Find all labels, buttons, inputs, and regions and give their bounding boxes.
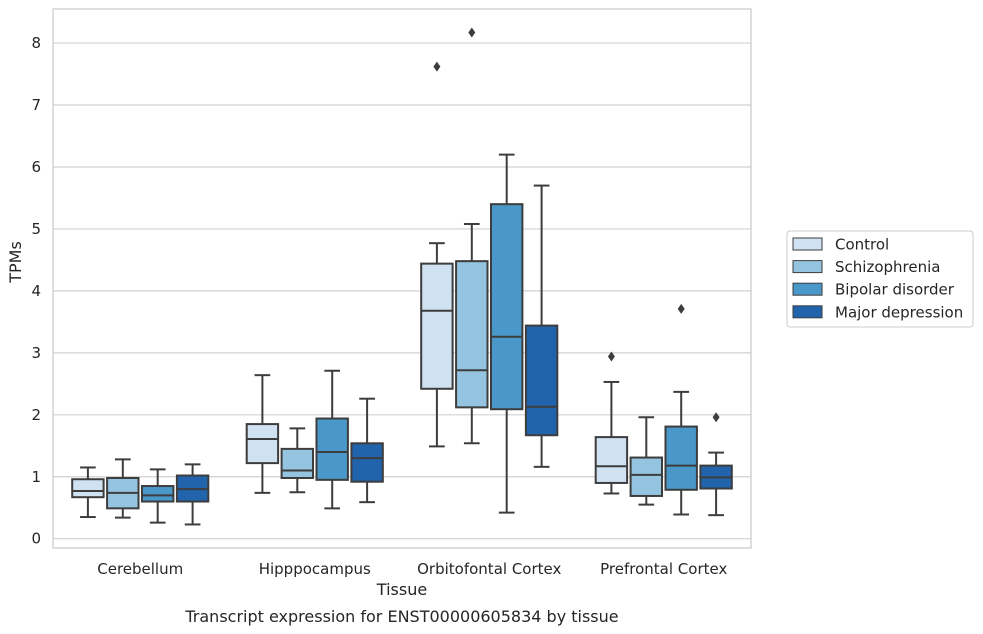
box [455,27,489,445]
box-body [280,447,315,479]
x-axis-ticks: Cerebellum Hipppocampus Orbitofontal Corte… [97,560,727,578]
box-body [524,324,559,437]
box-body [350,442,384,483]
box [106,458,140,519]
plot-area-frame [52,8,752,549]
box-body [420,262,454,390]
box-series-layer [71,27,733,526]
legend-swatch [792,305,823,319]
y-tick-label: 0 [31,530,41,548]
y-axis-ticks: 0 1 2 3 4 5 6 7 8 [31,34,41,548]
y-tick-label: 7 [31,96,41,114]
x-tick-label: Orbitofontal Cortex [417,560,561,578]
series-control [71,61,629,519]
legend-swatch [792,237,823,251]
x-tick-label: Cerebellum [97,560,183,578]
y-tick-label: 8 [31,34,41,52]
box-body [71,478,105,499]
box [489,153,524,514]
box-body [315,417,349,481]
y-tick-label: 4 [31,282,41,300]
box [594,351,629,495]
box [350,397,384,504]
box [280,427,315,494]
chart-caption: Transcript expression for ENST0000060583… [184,607,618,626]
series-bipolar-disorder [140,153,698,524]
box [524,184,559,468]
box-body [489,203,524,411]
legend-label: Schizophrenia [835,258,940,276]
legend-label: Major depression [835,303,963,321]
legend-label: Bipolar disorder [835,281,955,299]
box-body [245,423,280,465]
y-tick-label: 2 [31,406,41,424]
box [699,412,733,517]
y-tick-label: 1 [31,468,41,486]
legend-frame [786,230,974,328]
outlier-marker [607,351,615,362]
box [420,61,454,448]
x-axis-title: Tissue [376,580,427,599]
outlier-marker [433,61,441,72]
box-body [629,456,664,497]
gridlines [53,42,751,540]
legend: Control Schizophrenia Bipolar disorder Majo… [786,230,974,328]
box [629,416,664,506]
box [664,303,698,516]
legend-swatch [792,260,823,274]
legend-label: Control [835,236,889,254]
x-tick-label: Prefrontal Cortex [600,560,727,578]
box-body [664,425,698,491]
box [140,468,175,524]
box-body [594,436,629,484]
box-body [140,485,175,503]
outlier-marker [712,412,720,423]
box [315,369,349,510]
y-tick-label: 3 [31,344,41,362]
legend-swatch [792,282,823,296]
series-schizophrenia [106,27,664,519]
y-tick-label: 5 [31,220,41,238]
outlier-marker [468,27,476,38]
x-tick-label: Hipppocampus [259,560,371,578]
y-tick-label: 6 [31,158,41,176]
series-major-depression [175,184,733,526]
box-body [455,260,489,409]
y-axis-title: TPMs [6,241,25,284]
outlier-marker [677,303,685,314]
box [245,374,280,494]
box [71,466,105,519]
box [175,463,210,526]
